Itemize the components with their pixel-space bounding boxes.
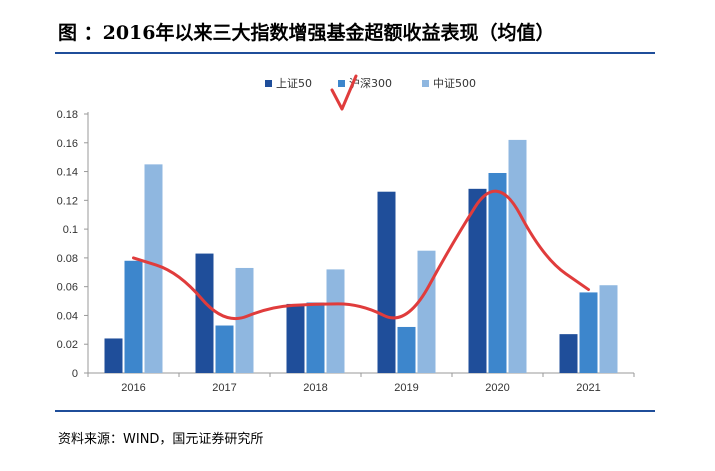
- x-tick-label: 2016: [121, 382, 145, 394]
- bar: [417, 250, 436, 373]
- legend-label: 中证500: [433, 77, 476, 90]
- bar: [468, 188, 487, 373]
- title-rule: [55, 52, 655, 54]
- bar: [579, 292, 598, 373]
- annotation: [132, 74, 590, 321]
- x-tick-label: 2020: [485, 382, 509, 394]
- x-tick-label: 2018: [303, 382, 327, 394]
- x-tick-label: 2019: [394, 382, 418, 394]
- trend-curve: [132, 189, 590, 321]
- axes: 0 0.02 0.04 0.06 0.08 0.1 0.12 0.14 0.16 0.18 2016…: [57, 109, 635, 394]
- y-tick-label: 0.14: [57, 167, 78, 179]
- y-tick-label: 0.02: [57, 339, 78, 351]
- bar: [195, 253, 214, 373]
- legend-label: 上证50: [276, 77, 312, 90]
- bar: [286, 303, 305, 373]
- legend: 上证50 沪深300 中证500: [265, 76, 476, 90]
- checkmark: [330, 74, 358, 111]
- source-rule: [55, 410, 655, 412]
- legend-label: 沪深300: [349, 76, 392, 90]
- bar: [104, 338, 123, 373]
- bar: [397, 326, 416, 373]
- bar: [235, 267, 254, 373]
- legend-swatch: [265, 80, 272, 87]
- chart-title: 图 ：2016年以来三大指数增强基金超额收益表现（均值）: [58, 22, 555, 44]
- bars: [104, 139, 618, 373]
- bar: [326, 269, 345, 373]
- x-tick-label: 2017: [212, 382, 236, 394]
- bar: [124, 260, 143, 373]
- y-tick-label: 0.06: [57, 282, 78, 294]
- source-note: 资料来源：WIND，国元证券研究所: [58, 432, 264, 447]
- y-tick-label: 0.04: [57, 310, 78, 322]
- y-tick-label: 0.18: [57, 109, 78, 121]
- y-tick-label: 0.08: [57, 253, 78, 265]
- legend-swatch: [338, 80, 345, 87]
- bar: [508, 139, 527, 373]
- bar: [144, 164, 163, 373]
- y-tick-label: 0.12: [57, 195, 78, 207]
- bar: [599, 285, 618, 373]
- y-tick-label: 0.1: [63, 224, 78, 236]
- legend-swatch: [422, 80, 429, 87]
- bar: [488, 172, 507, 373]
- bar: [215, 325, 234, 373]
- y-tick-label: 0.16: [57, 138, 78, 150]
- bar: [559, 334, 578, 373]
- y-tick-label: 0: [72, 368, 78, 380]
- x-tick-label: 2021: [576, 382, 600, 394]
- bar: [306, 302, 325, 373]
- bar: [377, 191, 396, 373]
